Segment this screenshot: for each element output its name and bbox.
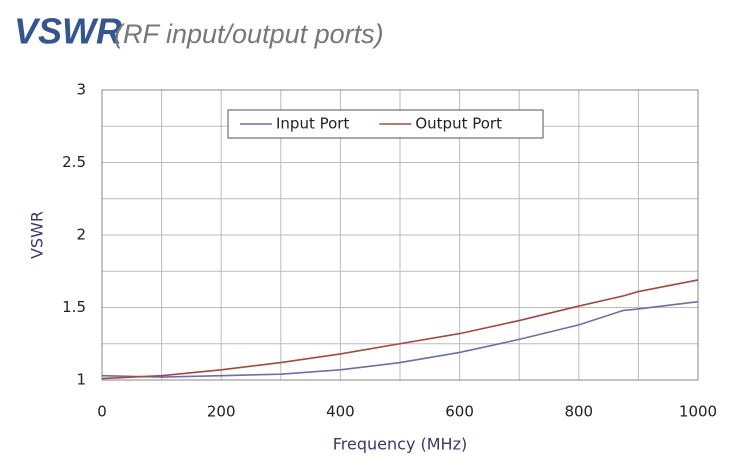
line-series: [101, 279, 699, 380]
y-tick-label: 2.5: [62, 153, 86, 171]
chart-subtitle: (RF input/output ports): [114, 19, 384, 49]
legend-label: Output Port: [415, 115, 502, 133]
y-axis-title: VSWR: [28, 211, 47, 259]
x-tick-label: 1000: [679, 403, 717, 421]
x-tick-label: 800: [564, 403, 593, 421]
y-tick-label: 2: [76, 226, 86, 244]
legend-label: Input Port: [276, 115, 349, 133]
y-tick-label: 3: [76, 81, 86, 99]
line-series: [101, 300, 699, 378]
y-tick-label: 1.5: [62, 298, 86, 316]
plot-frame: [101, 89, 699, 381]
x-tick-label: 600: [445, 403, 474, 421]
y-tick-label: 1: [76, 371, 86, 389]
x-axis-title: Frequency (MHz): [333, 435, 467, 454]
chart-title: VSWR: [14, 11, 122, 52]
x-tick-label: 200: [207, 403, 236, 421]
x-tick-label: 0: [97, 403, 107, 421]
x-tick-label: 400: [326, 403, 355, 421]
